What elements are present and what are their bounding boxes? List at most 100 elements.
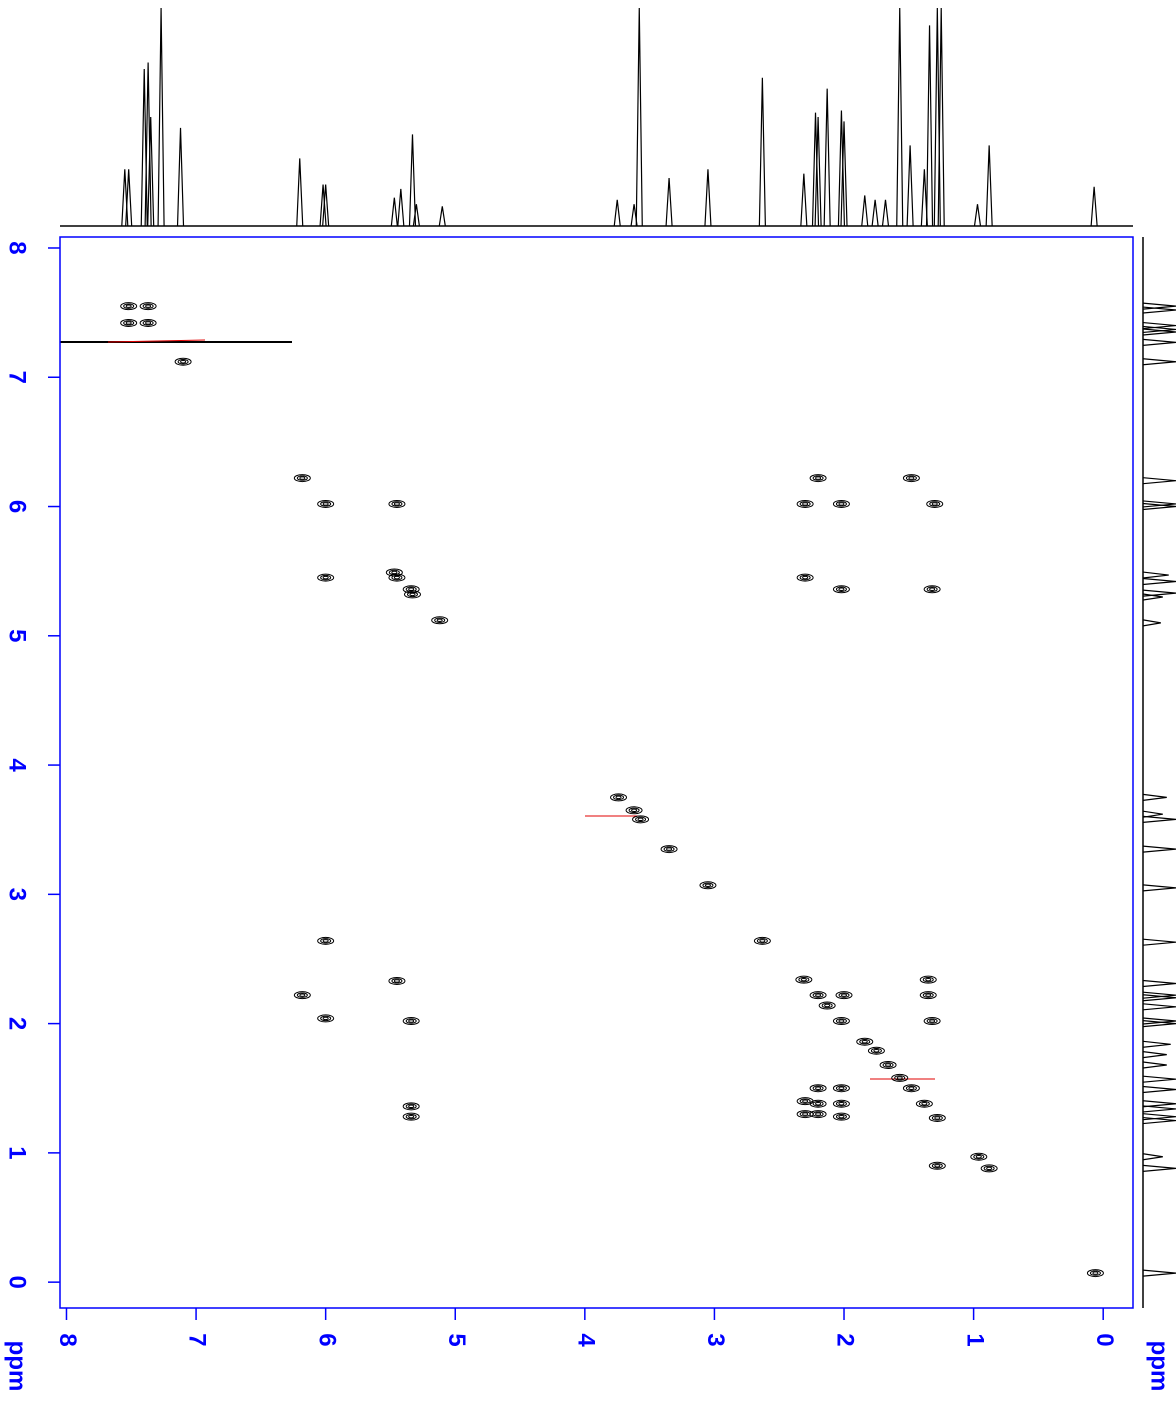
contour-ring — [859, 1039, 871, 1045]
contour-ring — [402, 1112, 420, 1121]
cross-peak — [919, 991, 937, 1000]
contour-ring — [405, 1113, 417, 1120]
contour-ring — [832, 499, 850, 508]
cross-peak — [809, 991, 827, 1000]
contour-ring — [391, 978, 403, 984]
contour-ring — [174, 357, 192, 366]
right-projection-peak — [1142, 477, 1176, 485]
top-projection-peak — [408, 134, 417, 227]
contour-ring — [142, 303, 154, 309]
contour-ring — [800, 977, 807, 982]
top-projection-peak — [823, 88, 831, 227]
contour-ring — [317, 1014, 335, 1023]
contour-ring — [925, 993, 932, 997]
contour-ring — [908, 476, 915, 480]
x-tick-label: 6 — [313, 1333, 340, 1346]
contour-ring — [919, 991, 937, 1000]
contour-ring — [928, 1113, 946, 1122]
contour-ring — [802, 502, 809, 506]
top-projection-peak — [896, 7, 904, 227]
cross-peak — [928, 1113, 946, 1122]
contour-ring — [799, 1098, 811, 1104]
right-projection-peak — [1142, 994, 1176, 1002]
right-projection-peak — [1142, 577, 1176, 586]
contour-ring — [388, 976, 406, 985]
contour-ring — [835, 1018, 847, 1024]
cross-peak — [902, 474, 920, 483]
contour-ring — [835, 586, 847, 592]
right-projection-peak — [1142, 1105, 1176, 1113]
cross-peak — [388, 499, 406, 508]
contour-ring — [931, 502, 938, 506]
right-projection-peak — [1142, 1003, 1176, 1011]
contour-ring — [812, 992, 824, 998]
right-projection-peak — [1142, 1075, 1176, 1083]
contour-ring — [405, 1018, 417, 1024]
right-projection-peak — [1142, 619, 1161, 627]
contour-ring — [322, 1016, 329, 1021]
contour-ring — [986, 1166, 993, 1171]
contour-ring — [320, 938, 332, 944]
contour-ring — [409, 592, 416, 597]
contour-ring — [637, 817, 644, 822]
contour-ring — [879, 1060, 897, 1069]
contour-ring — [926, 499, 944, 508]
contour-ring — [666, 847, 673, 851]
cross-peak — [867, 1046, 885, 1055]
x-tick-label: 0 — [1091, 1333, 1118, 1346]
contour-ring — [812, 1085, 824, 1091]
top-projection-peak — [811, 112, 820, 227]
contour-ring — [393, 575, 400, 580]
right-projection-peak — [1142, 1040, 1171, 1048]
contour-ring — [796, 499, 814, 508]
contour-ring — [915, 1099, 933, 1108]
contour-ring — [925, 977, 932, 982]
contour-ring — [402, 1102, 420, 1111]
contour-ring — [838, 1102, 845, 1106]
contour-ring — [921, 1102, 928, 1106]
x-tick-label: 4 — [572, 1333, 599, 1347]
right-projection-peak — [1142, 502, 1176, 511]
cross-peak — [388, 573, 406, 582]
right-projection-peak — [1142, 815, 1176, 823]
top-projection-peak — [800, 173, 808, 227]
cross-peak — [980, 1164, 998, 1173]
top-projection-peak — [635, 7, 643, 227]
contour-ring — [660, 845, 678, 854]
contour-ring — [812, 475, 824, 481]
cross-peak — [928, 1161, 946, 1170]
contour-ring — [835, 501, 847, 507]
y-tick-label: 5 — [4, 629, 31, 642]
contour-ring — [322, 502, 329, 506]
y-tick-label: 7 — [4, 371, 31, 384]
contour-ring — [902, 474, 920, 483]
contour-ring — [832, 585, 850, 594]
right-projection-peak — [1142, 979, 1176, 988]
x-tick-label: 3 — [702, 1333, 729, 1346]
cross-peak — [120, 318, 138, 327]
right-projection-peak — [1142, 306, 1176, 314]
cross-peak — [139, 318, 157, 327]
contour-ring — [123, 303, 135, 309]
contour-ring — [139, 302, 157, 311]
contour-ring — [393, 979, 400, 983]
right-projection-peak — [1142, 1020, 1176, 1028]
contour-ring — [908, 1086, 915, 1090]
cross-peak — [431, 616, 449, 625]
cross-peak — [317, 936, 335, 945]
right-projection-peak — [1142, 1100, 1176, 1108]
right-projection-peak — [1142, 938, 1176, 946]
contour-ring — [931, 1163, 943, 1169]
contour-ring — [406, 591, 418, 598]
cross-peak — [832, 585, 850, 594]
top-projection-peak — [881, 199, 890, 227]
contour-ring — [663, 846, 675, 852]
contour-ring — [320, 501, 332, 507]
contour-ring — [934, 1164, 941, 1168]
cross-peak — [923, 1017, 941, 1026]
top-projection-peak — [296, 158, 304, 227]
cross-peak — [832, 1112, 850, 1121]
contour-ring — [702, 882, 714, 888]
top-projection-peak — [937, 7, 945, 227]
cross-peak — [902, 1084, 920, 1093]
